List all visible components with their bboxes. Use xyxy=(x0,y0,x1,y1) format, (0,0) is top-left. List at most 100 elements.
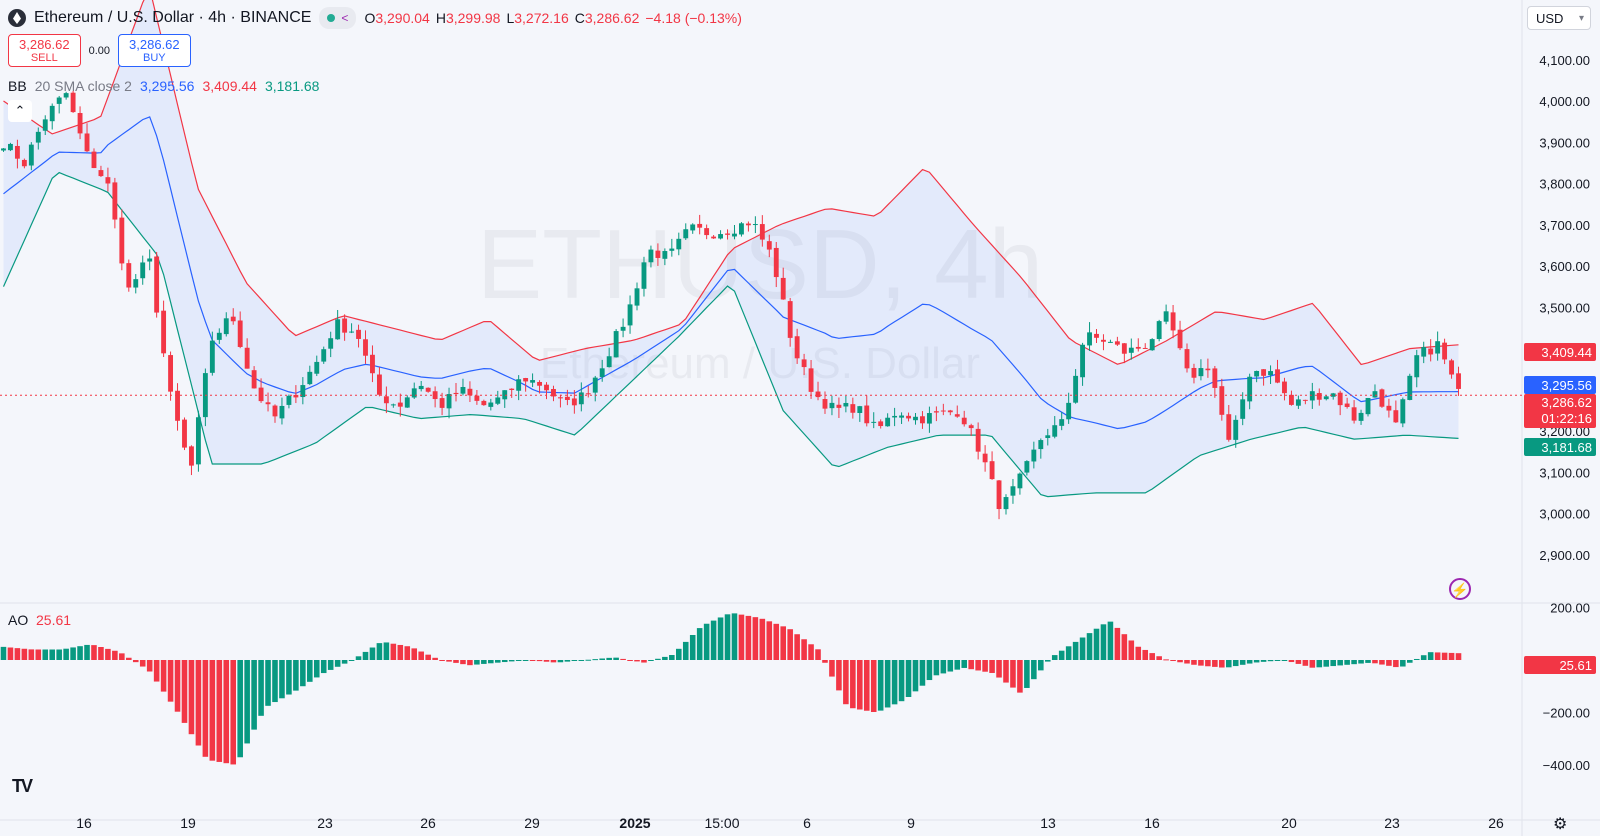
candle-body xyxy=(641,262,647,289)
ao-bar xyxy=(1434,652,1441,660)
ao-bar xyxy=(543,660,550,662)
ao-bar xyxy=(42,649,49,660)
ao-bar xyxy=(251,660,257,730)
candle-body xyxy=(1240,399,1246,419)
ao-bar xyxy=(1365,660,1371,663)
price-tick-label: 4,100.00 xyxy=(1539,53,1590,68)
ao-bar xyxy=(1003,660,1009,683)
collapse-legend-button[interactable]: ⌃ xyxy=(8,100,32,122)
time-tick-label: 9 xyxy=(907,815,915,831)
ao-bar xyxy=(390,643,397,660)
ao-bar xyxy=(279,660,285,699)
candle-body xyxy=(42,119,48,131)
tradingview-logo-icon: TV xyxy=(12,776,33,796)
candle-body xyxy=(578,392,584,405)
ao-bar xyxy=(1420,655,1427,660)
candle-body xyxy=(488,402,494,407)
ao-bar xyxy=(1010,660,1016,688)
ao-bar xyxy=(1017,660,1023,693)
candle-body xyxy=(773,247,779,278)
ao-bar xyxy=(14,648,21,660)
candle-body xyxy=(1295,399,1301,406)
candle-body xyxy=(1135,346,1141,349)
buy-button[interactable]: 3,286.62 BUY xyxy=(118,34,191,67)
candle-body xyxy=(1351,407,1357,421)
ao-bar xyxy=(70,647,76,660)
ao-bar xyxy=(418,651,424,660)
candle-body xyxy=(759,224,765,240)
bb-legend[interactable]: BB 20 SMA close 2 3,295.56 3,409.44 3,18… xyxy=(8,78,320,94)
sell-button[interactable]: 3,286.62 SELL xyxy=(8,34,81,67)
candle-body xyxy=(8,143,13,151)
candle-body xyxy=(1114,341,1120,345)
candle-body xyxy=(739,223,744,235)
candle-body xyxy=(982,453,988,463)
candle-body xyxy=(718,234,723,239)
candle-body xyxy=(216,332,222,340)
gear-icon[interactable]: ⚙ xyxy=(1553,816,1568,833)
ao-bar xyxy=(105,648,111,660)
ao-bar xyxy=(1407,660,1413,663)
candle-body xyxy=(1219,386,1225,415)
candle-body xyxy=(662,251,668,259)
lightning-icon[interactable]: ⚡ xyxy=(1449,578,1471,600)
ao-bar xyxy=(926,660,933,681)
ao-bar xyxy=(1393,660,1399,668)
candle-body xyxy=(272,405,278,417)
candle-body xyxy=(425,387,431,392)
candle-body xyxy=(752,224,758,226)
candle-body xyxy=(843,402,849,407)
candle-body xyxy=(279,405,285,419)
currency-select[interactable]: USD ▾ xyxy=(1527,6,1591,30)
ao-bar xyxy=(35,649,42,660)
ao-legend[interactable]: AO 25.61 xyxy=(8,612,72,628)
ao-bar xyxy=(112,650,118,660)
candle-body xyxy=(349,331,355,333)
candle-body xyxy=(21,159,27,167)
candle-body xyxy=(523,378,529,382)
ao-bar xyxy=(599,658,605,660)
candle-body xyxy=(63,93,69,98)
candle-body xyxy=(766,241,772,250)
candle-body xyxy=(502,390,508,400)
basis-tag: 3,295.56 xyxy=(1541,378,1592,393)
ao-bar xyxy=(181,660,188,723)
ao-tick-label: 200.00 xyxy=(1550,601,1590,616)
ao-bar xyxy=(745,615,752,660)
ao-bar xyxy=(1114,627,1121,660)
candle-body xyxy=(732,233,737,237)
ao-bar xyxy=(327,660,334,670)
last-price-tag: 3,286.62 xyxy=(1541,395,1592,410)
candle-body xyxy=(996,480,1002,510)
candle-body xyxy=(585,393,591,395)
ao-bar xyxy=(1358,660,1364,664)
ao-bar xyxy=(1427,652,1434,660)
ao-bar xyxy=(648,660,654,661)
candle-body xyxy=(571,398,577,406)
candle-body xyxy=(780,277,786,300)
ao-bar xyxy=(28,649,35,660)
candle-body xyxy=(91,151,97,169)
status-pill[interactable]: < xyxy=(319,7,357,29)
ao-bar xyxy=(773,623,780,660)
ao-bar xyxy=(1219,660,1225,668)
ao-bar xyxy=(703,623,710,660)
price-tick-label: 2,900.00 xyxy=(1539,548,1590,563)
ao-bar xyxy=(404,646,411,660)
ao-bar xyxy=(585,659,592,661)
ao-bar xyxy=(682,641,689,660)
ao-bar xyxy=(7,647,14,660)
ao-bar xyxy=(453,660,459,663)
ao-bar xyxy=(1142,649,1149,660)
ao-tick-label: −200.00 xyxy=(1543,706,1590,721)
time-tick-label: 20 xyxy=(1281,815,1297,831)
symbol-title[interactable]: Ethereum / U.S. Dollar · 4h · BINANCE xyxy=(34,9,312,26)
ao-value-tag-bg xyxy=(1524,656,1596,674)
ao-bar xyxy=(919,660,926,686)
candle-body xyxy=(544,384,549,391)
ao-bar xyxy=(975,660,981,671)
ao-bar xyxy=(501,660,508,663)
ao-bar xyxy=(801,639,807,660)
candle-body xyxy=(98,170,104,177)
